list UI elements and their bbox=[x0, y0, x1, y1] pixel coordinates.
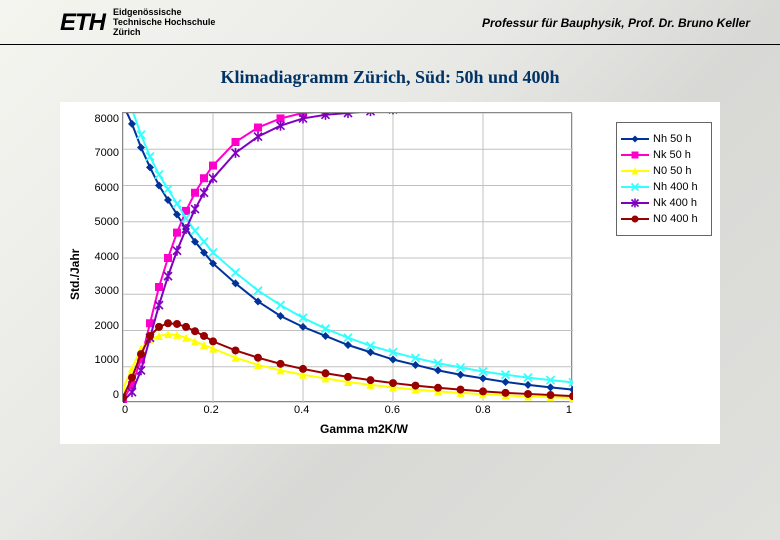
legend-swatch bbox=[621, 165, 649, 177]
legend: Nh 50 h Nk 50 h N0 50 h Nh 400 h Nk 400 h N0 … bbox=[616, 122, 712, 236]
header-right-text: Professur für Bauphysik, Prof. Dr. Bruno… bbox=[482, 16, 750, 30]
x-tick-label: 0.4 bbox=[294, 404, 309, 416]
legend-item: N0 400 h bbox=[621, 213, 707, 225]
plot-svg bbox=[123, 113, 573, 403]
legend-item: Nk 400 h bbox=[621, 197, 707, 209]
legend-item: Nh 50 h bbox=[621, 133, 707, 145]
legend-label: Nh 400 h bbox=[653, 181, 698, 193]
y-tick-label: 2000 bbox=[87, 320, 119, 332]
legend-label: N0 400 h bbox=[653, 213, 698, 225]
x-tick-label: 1 bbox=[566, 404, 572, 416]
legend-label: Nk 50 h bbox=[653, 149, 691, 161]
y-tick-label: 6000 bbox=[87, 182, 119, 194]
y-tick-label: 3000 bbox=[87, 285, 119, 297]
legend-item: Nk 50 h bbox=[621, 149, 707, 161]
y-axis-label: Std./Jahr bbox=[68, 112, 86, 436]
legend-label: N0 50 h bbox=[653, 165, 692, 177]
legend-swatch bbox=[621, 197, 649, 209]
y-ticks: 8000 7000 6000 5000 4000 3000 2000 1000 0 bbox=[87, 113, 119, 401]
x-ticks: 0 0.2 0.4 0.6 0.8 1 bbox=[122, 402, 572, 416]
chart-container: Std./Jahr 800070006000500040003000200010… bbox=[60, 102, 720, 444]
legend-label: Nh 50 h bbox=[653, 133, 692, 145]
chart-inner: Std./Jahr 800070006000500040003000200010… bbox=[68, 112, 712, 436]
y-tick-label: 0 bbox=[87, 389, 119, 401]
header: ETH Eidgenössische Technische Hochschule… bbox=[0, 0, 780, 45]
y-tick-label: 4000 bbox=[87, 251, 119, 263]
page-title: Klimadiagramm Zürich, Süd: 50h und 400h bbox=[0, 67, 780, 88]
legend-swatch bbox=[621, 133, 649, 145]
y-tick-label: 8000 bbox=[87, 113, 119, 125]
eth-logo-subtitle: Eidgenössische Technische Hochschule Zür… bbox=[113, 8, 215, 38]
x-tick-label: 0.6 bbox=[385, 404, 400, 416]
legend-swatch bbox=[621, 149, 649, 161]
eth-sub-line3: Zürich bbox=[113, 28, 215, 38]
y-tick-label: 1000 bbox=[87, 354, 119, 366]
x-tick-label: 0 bbox=[122, 404, 128, 416]
legend-swatch bbox=[621, 213, 649, 225]
legend-item: Nh 400 h bbox=[621, 181, 707, 193]
x-tick-label: 0.8 bbox=[475, 404, 490, 416]
legend-swatch bbox=[621, 181, 649, 193]
x-tick-label: 0.2 bbox=[203, 404, 218, 416]
plot-column: 800070006000500040003000200010000 0 0.2 0.… bbox=[122, 112, 606, 436]
y-tick-label: 5000 bbox=[87, 216, 119, 228]
legend-label: Nk 400 h bbox=[653, 197, 697, 209]
x-axis-label: Gamma m2K/W bbox=[122, 422, 606, 436]
y-tick-label: 7000 bbox=[87, 147, 119, 159]
eth-logo: ETH bbox=[60, 9, 105, 37]
legend-item: N0 50 h bbox=[621, 165, 707, 177]
plot-area: 800070006000500040003000200010000 bbox=[122, 112, 572, 402]
